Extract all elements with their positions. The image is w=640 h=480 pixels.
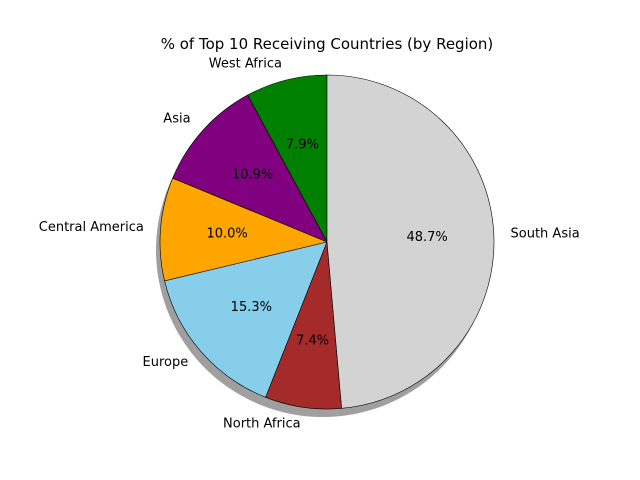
- chart-title: % of Top 10 Receiving Countries (by Regi…: [161, 35, 494, 53]
- pie-slice-south-asia: [326, 74, 495, 409]
- slice-percent-north-africa: 7.4%: [296, 334, 329, 349]
- slice-label-central-america: Central America: [39, 220, 144, 235]
- pie-slice-europe: [164, 241, 328, 398]
- slice-label-europe: Europe: [143, 355, 189, 370]
- slice-percent-europe: 15.3%: [231, 300, 272, 315]
- slice-percent-south-asia: 48.7%: [406, 230, 447, 245]
- pie-slice-central-america: [159, 177, 328, 282]
- pie-slices: [159, 74, 495, 410]
- slice-percent-asia: 10.9%: [232, 167, 273, 182]
- slice-label-asia: Asia: [163, 111, 190, 126]
- slice-label-south-asia: South Asia: [511, 226, 580, 241]
- slice-percent-west-africa: 7.9%: [286, 137, 319, 152]
- slice-percent-central-america: 10.0%: [206, 227, 247, 242]
- slice-label-north-africa: North Africa: [223, 416, 301, 431]
- slice-labels: West Africa 7.9% Asia 10.9% Central America 1…: [39, 56, 580, 431]
- slice-label-west-africa: West Africa: [209, 56, 282, 71]
- pie-slice-asia: [172, 94, 328, 243]
